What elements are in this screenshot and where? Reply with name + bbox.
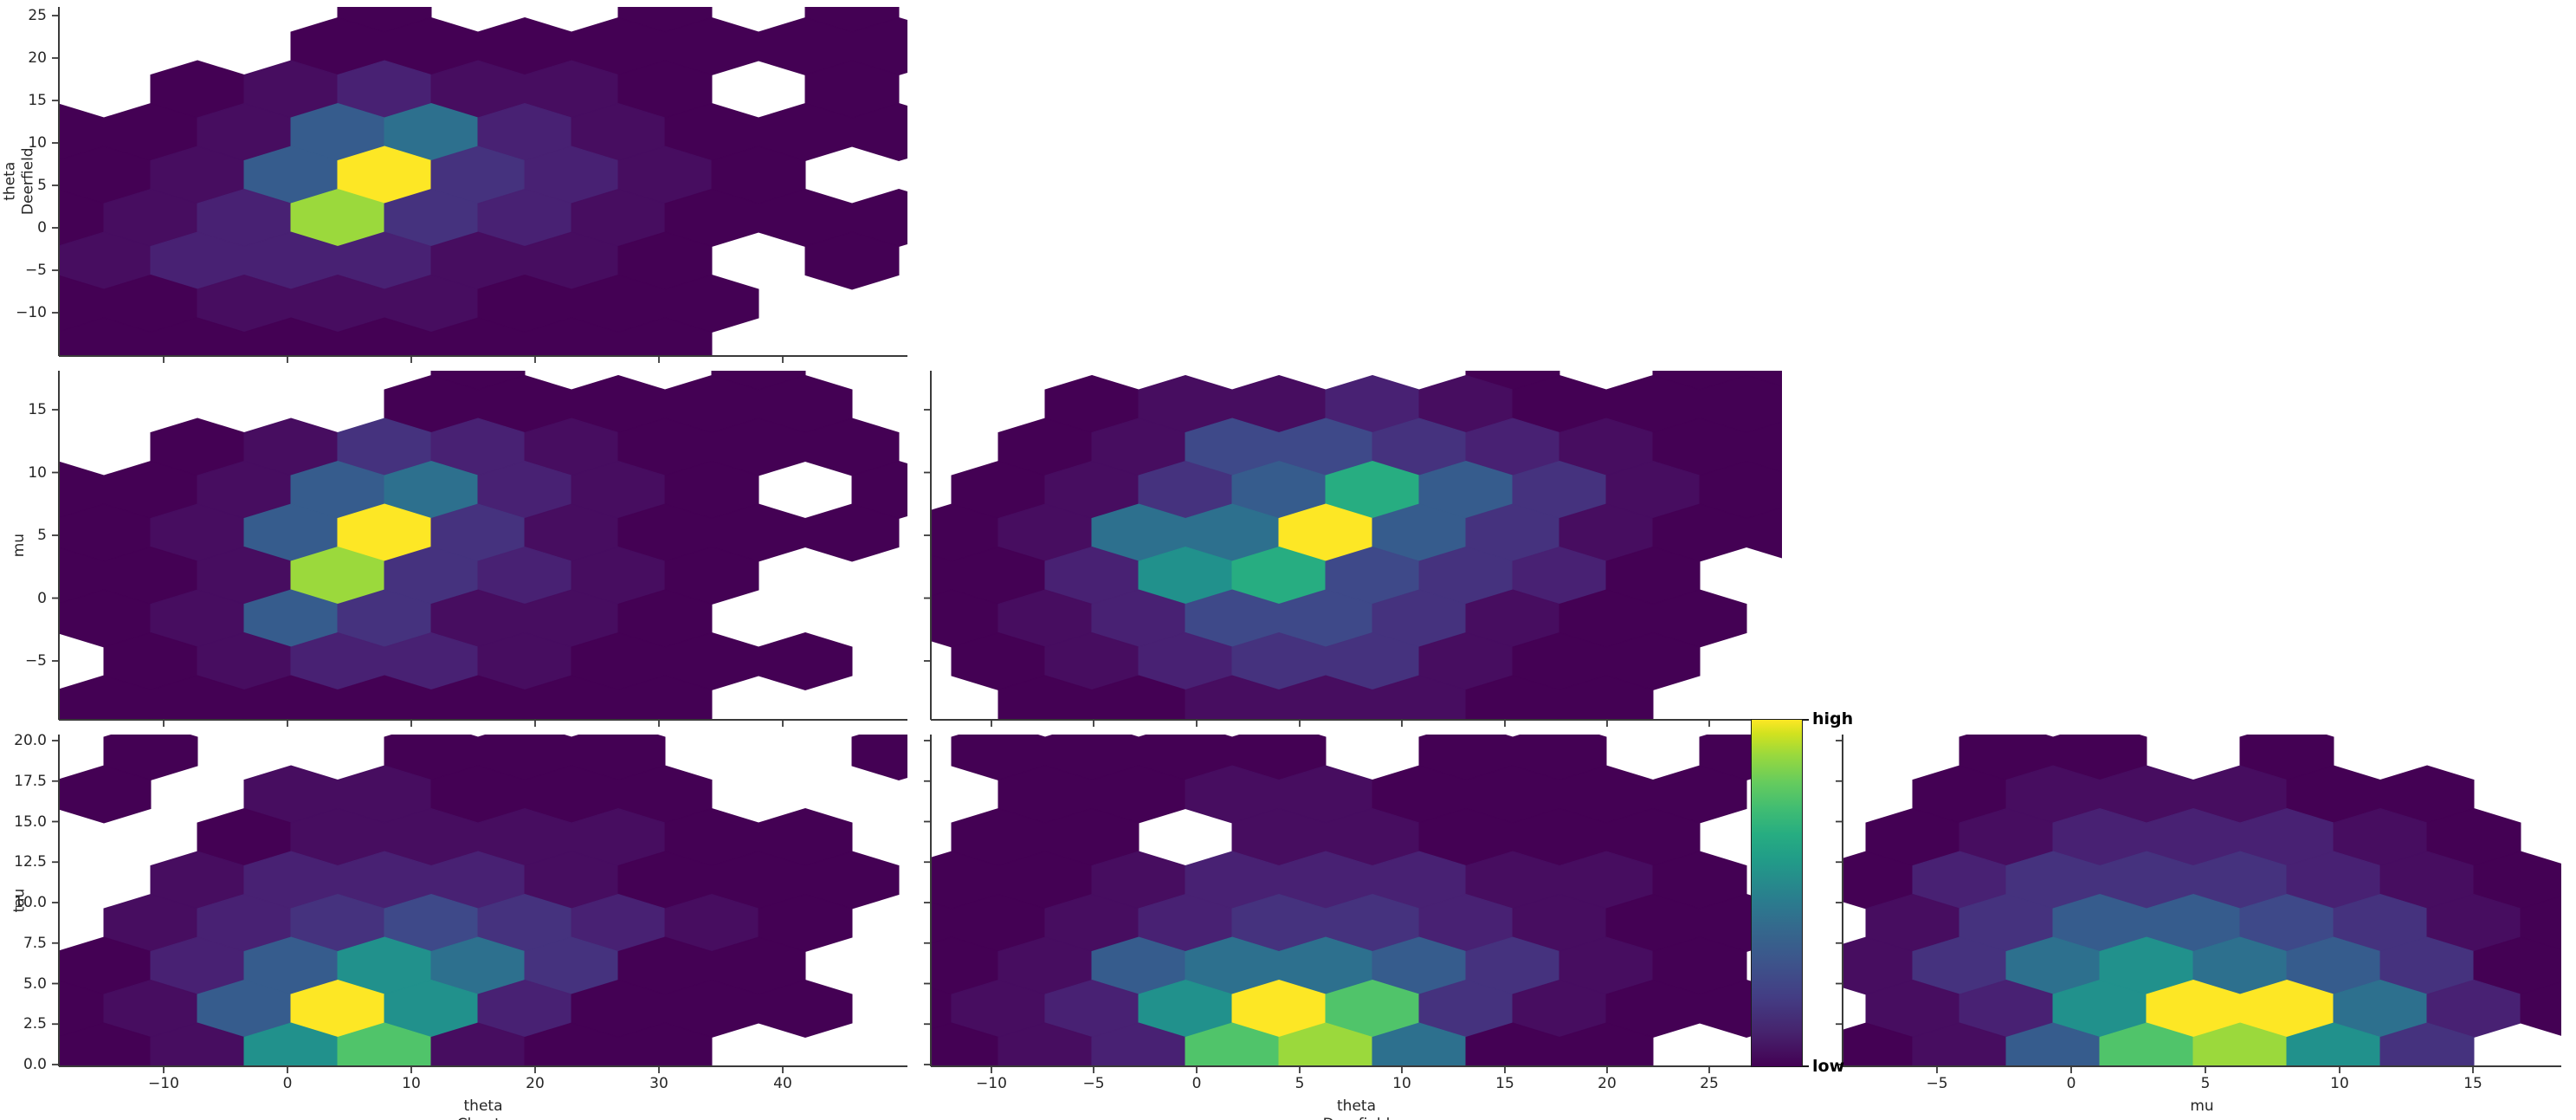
x-tick-label: 0 <box>282 1075 293 1092</box>
mu-vs-theta-choate <box>52 371 907 727</box>
x-tick-label: −5 <box>1926 1075 1948 1092</box>
y-tick-label: 10 <box>28 463 47 482</box>
hex-cell <box>804 231 900 290</box>
y-tick-label: 25 <box>28 7 47 24</box>
x-tick-label: 10 <box>402 1075 421 1092</box>
hexbin-plot-svg <box>52 371 907 727</box>
hexbin-cells <box>931 371 1782 720</box>
y-tick-label: 0 <box>37 589 47 607</box>
hex-cell <box>851 735 907 781</box>
hex-cell <box>59 765 152 824</box>
colorbar-gradient <box>1751 719 1803 1067</box>
x-tick-label: 40 <box>773 1075 792 1092</box>
x-tick-label: −5 <box>1082 1075 1105 1092</box>
colorbar-high-tick <box>1803 719 1809 721</box>
x-tick-label: 10 <box>2330 1075 2349 1092</box>
hexbin-cells <box>1843 735 2561 1066</box>
hexbin-cells <box>59 735 907 1066</box>
colorbar-low-label: low <box>1812 1057 1845 1076</box>
hex-cell <box>617 675 713 720</box>
hexbin-plot-svg <box>924 735 1782 1073</box>
x-tick-label: 20 <box>1598 1075 1617 1092</box>
x-axis-label: mu <box>2190 1097 2214 1115</box>
y-tick-label: 15 <box>28 401 47 418</box>
x-tick-label: 20 <box>526 1075 545 1092</box>
y-tick-label: −10 <box>16 304 47 321</box>
hexbin-cells <box>931 735 1782 1066</box>
y-tick-label: 12.5 <box>14 853 47 871</box>
tau-vs-mu <box>1836 735 2561 1073</box>
y-tick-label: 10 <box>28 134 47 152</box>
hexbin-plot-svg <box>1836 735 2561 1073</box>
hex-cell <box>758 979 853 1039</box>
hex-cell <box>2379 1022 2475 1066</box>
mu-vs-theta-deerfield <box>924 371 1782 727</box>
hex-cell <box>1559 1022 1654 1066</box>
hexbin-plot-svg <box>924 371 1782 727</box>
y-axis-label: mu <box>0 371 40 720</box>
y-axis-label: theta Deerfield <box>0 7 40 356</box>
hexbin-cells <box>59 7 907 356</box>
y-tick-label: 2.5 <box>23 1015 47 1033</box>
y-axis-label-text: tau <box>10 888 29 913</box>
y-axis-label-text: theta Deerfield <box>1 147 37 216</box>
y-tick-label: 17.5 <box>14 772 47 790</box>
theta-deerfield-vs-theta-choate <box>52 7 907 363</box>
hex-cell <box>1559 675 1654 720</box>
y-tick-label: 10.0 <box>14 894 47 911</box>
y-tick-label: −5 <box>24 652 47 670</box>
y-tick-label: −5 <box>24 262 47 279</box>
hexbin-plot-svg <box>52 735 907 1073</box>
x-tick-label: 5 <box>1294 1075 1305 1092</box>
x-tick-label: 10 <box>1392 1075 1411 1092</box>
colorbar-high-label: high <box>1812 709 1854 728</box>
y-axis-label: tau <box>0 735 40 1066</box>
x-tick-label: 15 <box>2463 1075 2482 1092</box>
y-tick-label: 20.0 <box>14 732 47 749</box>
tau-vs-theta-choate <box>52 735 907 1073</box>
x-tick-label: −10 <box>976 1075 1007 1092</box>
x-tick-label: 0 <box>1191 1075 1202 1092</box>
x-axis-label: theta Choate <box>457 1097 510 1120</box>
y-tick-label: 5 <box>37 177 47 194</box>
y-tick-label: 0 <box>37 219 47 236</box>
x-tick-label: 0 <box>2066 1075 2076 1092</box>
x-tick-label: 30 <box>649 1075 668 1092</box>
y-tick-label: 5.0 <box>23 974 47 993</box>
x-tick-label: 15 <box>1495 1075 1514 1092</box>
colorbar-low-tick <box>1803 1065 1809 1067</box>
y-tick-label: 0.0 <box>23 1056 47 1073</box>
y-axis-label-text: mu <box>10 533 29 558</box>
hexbin-cells <box>59 371 907 720</box>
hex-cell <box>617 1022 713 1066</box>
hex-cell <box>851 102 907 162</box>
hex-cell <box>1746 371 1782 387</box>
hex-cell <box>2520 981 2561 1036</box>
hex-cell <box>758 631 853 691</box>
colorbar: high low <box>1751 711 1853 1075</box>
x-tick-label: −10 <box>148 1075 179 1092</box>
hex-cell <box>617 317 713 356</box>
hex-cell <box>804 503 900 562</box>
hex-cell <box>2520 896 2561 950</box>
y-tick-label: 5 <box>37 527 47 544</box>
x-axis-label: theta Deerfield <box>1323 1097 1391 1120</box>
hexbin-plot-svg <box>52 7 907 363</box>
hex-cell <box>1746 507 1782 559</box>
y-tick-label: 15.0 <box>14 812 47 831</box>
y-tick-label: 15 <box>28 92 47 109</box>
y-tick-label: 20 <box>28 49 47 67</box>
x-tick-label: 25 <box>1700 1075 1719 1092</box>
hex-cell <box>1746 421 1782 473</box>
tau-vs-theta-deerfield <box>924 735 1782 1073</box>
y-tick-label: 7.5 <box>23 934 47 952</box>
x-tick-label: 5 <box>2200 1075 2211 1092</box>
